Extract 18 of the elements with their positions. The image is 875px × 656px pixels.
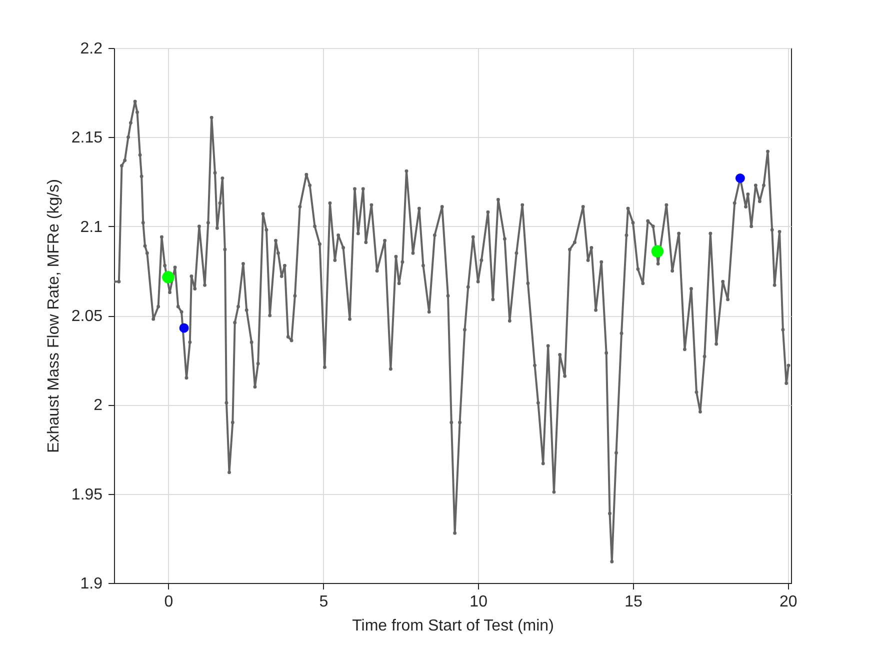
y-tick-label: 1.95 [71,486,103,504]
y-tick-label: 2 [94,397,103,414]
y-axis-title: Exhaust Mass Flow Rate, MFRe (kg/s) [45,179,62,453]
y-tick-label: 2.05 [71,308,103,325]
x-tick-label: 0 [164,594,174,610]
y-tick-label: 2.1 [80,218,103,236]
point [179,323,189,333]
x-tick-label: 10 [470,594,488,610]
y-tick-label: 1.9 [80,576,103,592]
point [162,271,174,284]
point [651,245,664,258]
y-tick-label: 2.2 [80,40,103,58]
x-axis-title: Time from Start of Test (min) [352,618,554,634]
x-tick-label: 20 [780,594,798,610]
y-tick-label: 2.15 [71,130,103,147]
x-tick-label: 5 [319,594,328,610]
point [735,173,745,183]
x-tick-label: 15 [624,594,642,610]
